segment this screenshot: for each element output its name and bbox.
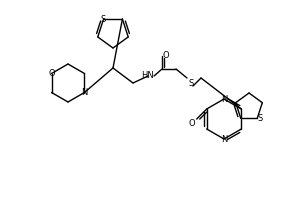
Text: HN: HN (141, 71, 153, 79)
Text: O: O (163, 50, 169, 60)
Text: N: N (221, 95, 227, 104)
Text: S: S (258, 114, 263, 123)
Text: O: O (188, 118, 195, 128)
Text: N: N (221, 134, 227, 144)
Text: S: S (188, 78, 194, 88)
Text: N: N (81, 88, 88, 97)
Text: O: O (48, 69, 55, 78)
Text: S: S (101, 15, 106, 24)
